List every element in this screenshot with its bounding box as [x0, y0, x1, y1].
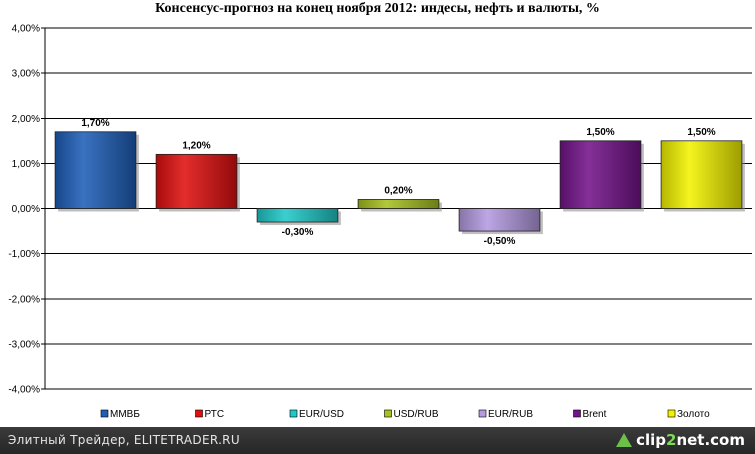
legend-entry: EUR/RUB [488, 409, 533, 420]
bar [256, 208, 339, 223]
legend-swatch [573, 409, 581, 418]
footer-caption: Элитный Трейдер, ELITETRADER.RU [8, 433, 240, 447]
y-tick-label: 4,00% [12, 24, 40, 35]
y-axis [41, 27, 46, 390]
data-label: 1,50% [586, 127, 614, 138]
bars [54, 131, 745, 235]
legend-entry: Золото [677, 409, 710, 420]
footer-bar: Элитный Трейдер, ELITETRADER.RU clip2net… [0, 427, 755, 454]
data-label: 1,20% [182, 140, 210, 151]
legend-swatch [384, 409, 392, 418]
data-label: 1,70% [81, 118, 109, 129]
data-label: -0,30% [282, 227, 314, 238]
y-tick-label: 2,00% [12, 114, 40, 125]
data-labels: 1,70% 1,20% -0,30% 0,20% -0,50% 1,50% 1,50% [81, 118, 715, 247]
y-tick-labels: 4,00% 3,00% 2,00% 1,00% 0,00% -1,00% -2,00% -3,… [8, 24, 40, 396]
y-tick-label: -1,00% [8, 249, 40, 260]
legend-swatch [478, 409, 487, 418]
y-tick-label: 0,00% [12, 204, 40, 215]
legend-entry: Brent [583, 409, 607, 420]
chart-title: Консенсус-прогноз на конец ноября 2012: … [155, 1, 600, 16]
bar [559, 140, 642, 209]
data-label: -0,50% [484, 236, 516, 247]
legend: ММВБ РТС EUR/USD USD/RUB EUR/RUB Brent Золото [100, 409, 710, 420]
bar [660, 140, 743, 209]
bar [357, 199, 440, 209]
clip2net-watermark: clip2net.com [616, 430, 745, 450]
watermark-text: clip2net.com [636, 431, 745, 449]
legend-swatch [667, 409, 676, 418]
data-label: 1,50% [687, 127, 715, 138]
legend-entry: EUR/USD [299, 409, 344, 420]
y-tick-label: -2,00% [8, 294, 40, 305]
legend-entry: РТС [205, 409, 225, 420]
bar [54, 131, 137, 209]
legend-entry: USD/RUB [394, 409, 439, 420]
y-tick-label: 3,00% [12, 69, 40, 80]
legend-swatch [289, 409, 298, 418]
bar [155, 153, 238, 209]
legend-swatch [195, 409, 203, 418]
data-label: 0,20% [384, 185, 412, 196]
clip2net-logo-icon [616, 433, 633, 447]
legend-entry: ММВБ [110, 409, 140, 420]
bar [458, 208, 541, 232]
y-tick-label: -3,00% [8, 339, 40, 350]
legend-swatch [100, 409, 109, 418]
bar-chart: 4,00% 3,00% 2,00% 1,00% 0,00% -1,00% -2,00% -3,… [8, 24, 752, 420]
y-tick-label: -4,00% [8, 385, 40, 396]
y-tick-label: 1,00% [12, 159, 40, 170]
